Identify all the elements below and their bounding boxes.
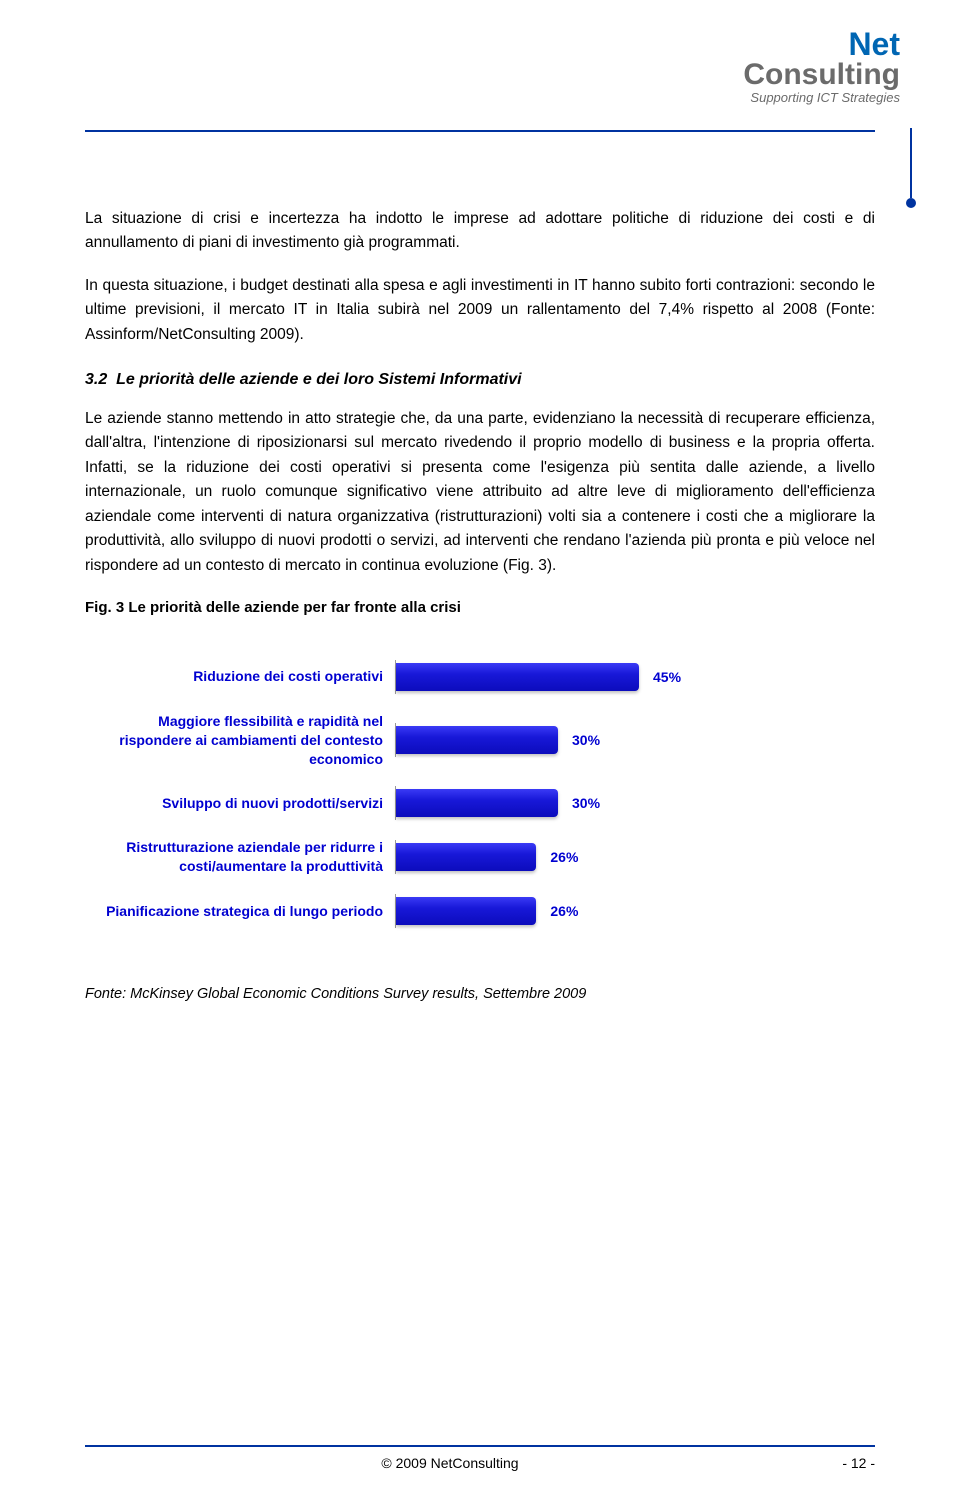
page-footer: © 2009 NetConsulting - 12 - [85, 1445, 875, 1471]
chart-bar [396, 843, 536, 871]
page-content: La situazione di crisi e incertezza ha i… [85, 207, 875, 1006]
chart-row: Pianificazione strategica di lungo perio… [85, 894, 875, 928]
chart-bar-label: Maggiore flessibilità e rapidità nel ris… [85, 712, 395, 769]
section-heading: 3.2 Le priorità delle aziende e dei loro… [85, 367, 875, 392]
chart-bar [396, 726, 558, 754]
header-decor-line [910, 128, 912, 198]
chart-bar [396, 897, 536, 925]
header-decor-dot [906, 198, 916, 208]
figure-source: Fonte: McKinsey Global Economic Conditio… [85, 983, 875, 1006]
priority-bar-chart: Riduzione dei costi operativi 45% Maggiore… [85, 660, 875, 928]
chart-bar-label: Pianificazione strategica di lungo perio… [85, 902, 395, 921]
paragraph-1: La situazione di crisi e incertezza ha i… [85, 207, 875, 256]
chart-bar-value: 26% [550, 900, 578, 922]
chart-row: Maggiore flessibilità e rapidità nel ris… [85, 712, 875, 769]
logo-text-consulting: Consulting [743, 58, 900, 91]
section-number: 3.2 [85, 371, 107, 388]
chart-bar [396, 663, 639, 691]
chart-bar-zone: 26% [395, 894, 755, 928]
header-divider [85, 130, 875, 132]
logo-tagline: Supporting ICT Strategies [743, 90, 900, 105]
chart-bar-zone: 30% [395, 786, 755, 820]
chart-bar-zone: 26% [395, 840, 755, 874]
chart-bar-value: 26% [550, 846, 578, 868]
chart-bar-value: 30% [572, 792, 600, 814]
chart-row: Sviluppo di nuovi prodotti/servizi 30% [85, 786, 875, 820]
chart-bar-label: Ristrutturazione aziendale per ridurre i… [85, 838, 395, 876]
paragraph-2: In questa situazione, i budget destinati… [85, 274, 875, 347]
figure-caption: Fig. 3 Le priorità delle aziende per far… [85, 596, 875, 620]
footer-page-number: - 12 - [815, 1455, 875, 1471]
chart-bar-value: 30% [572, 729, 600, 751]
logo-text-net: Net [848, 26, 900, 62]
chart-bar-label: Riduzione dei costi operativi [85, 667, 395, 686]
chart-row: Riduzione dei costi operativi 45% [85, 660, 875, 694]
chart-bar-zone: 45% [395, 660, 755, 694]
chart-bar-zone: 30% [395, 723, 755, 757]
brand-logo: Net Consulting Supporting ICT Strategies [743, 30, 900, 105]
footer-copyright: © 2009 NetConsulting [85, 1455, 815, 1471]
chart-bar-label: Sviluppo di nuovi prodotti/servizi [85, 794, 395, 813]
chart-row: Ristrutturazione aziendale per ridurre i… [85, 838, 875, 876]
chart-bar [396, 789, 558, 817]
paragraph-3: Le aziende stanno mettendo in atto strat… [85, 407, 875, 578]
chart-bar-value: 45% [653, 666, 681, 688]
section-title: Le priorità delle aziende e dei loro Sis… [116, 371, 521, 388]
